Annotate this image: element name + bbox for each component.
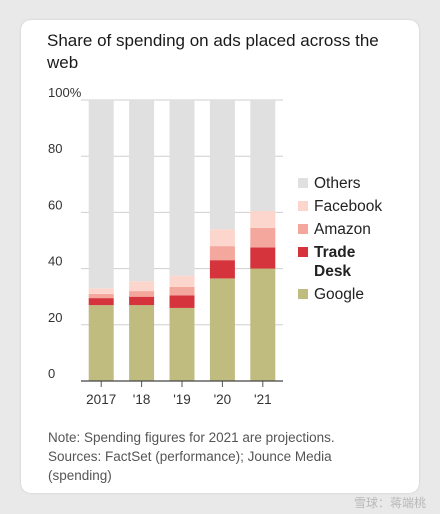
legend-swatch bbox=[298, 201, 308, 211]
bar-segment-google bbox=[250, 268, 276, 381]
legend-item: Others bbox=[298, 174, 416, 193]
legend-label: Trade Desk bbox=[314, 244, 356, 280]
y-tick-label: 60 bbox=[48, 197, 62, 212]
sources-line-2: (spending) bbox=[48, 468, 112, 483]
bar-segment-trade-desk bbox=[250, 247, 276, 269]
bar-segment-others bbox=[209, 100, 235, 230]
legend-label: Facebook bbox=[314, 198, 383, 215]
legend-item: Google bbox=[298, 285, 416, 304]
bar-segment-others bbox=[250, 100, 276, 211]
legend-swatch bbox=[298, 178, 308, 188]
watermark: 雪球：蒋端桃 bbox=[353, 496, 426, 510]
y-tick-label: 0 bbox=[48, 366, 55, 381]
chart-note: Note: Spending figures for 2021 are proj… bbox=[48, 428, 398, 485]
y-tick-label: 80 bbox=[48, 141, 62, 156]
legend-swatch bbox=[298, 224, 308, 234]
bar-segment-facebook bbox=[129, 281, 155, 292]
bar-segment-google bbox=[209, 278, 235, 381]
bar-segment-facebook bbox=[209, 229, 235, 247]
bar-segment-facebook bbox=[250, 210, 276, 228]
bar-segment-trade-desk bbox=[209, 260, 235, 279]
chart-legend: Others Facebook Amazon Trade Desk Google bbox=[298, 174, 416, 308]
legend-item: Trade Desk bbox=[298, 243, 416, 281]
x-tick-label: 2017 bbox=[86, 392, 116, 407]
bar-segment-facebook bbox=[88, 288, 114, 294]
y-tick-label: 100% bbox=[48, 85, 82, 100]
bar-segment-google bbox=[129, 305, 155, 381]
legend-swatch bbox=[298, 247, 308, 257]
x-tick-label: '19 bbox=[173, 392, 191, 407]
bar-segment-amazon bbox=[169, 286, 195, 296]
stacked-bar-chart: 0 20 40 60 80 100% 2017 '18 '19 '20 '21 bbox=[48, 85, 283, 407]
bar-segment-trade-desk bbox=[129, 296, 155, 306]
bar-segment-google bbox=[88, 305, 114, 381]
y-tick-label: 20 bbox=[48, 310, 62, 325]
sources-line-1: Sources: FactSet (performance); Jounce M… bbox=[48, 449, 332, 464]
legend-label: Google bbox=[314, 286, 364, 303]
bar-segment-trade-desk bbox=[169, 295, 195, 308]
bar-segment-trade-desk bbox=[88, 298, 114, 306]
bar-segment-amazon bbox=[88, 293, 114, 299]
bar-segment-others bbox=[129, 100, 155, 282]
chart-card: Share of spending on ads placed across t… bbox=[21, 20, 419, 493]
x-tick-label: '21 bbox=[254, 392, 272, 407]
legend-label: Amazon bbox=[314, 221, 371, 238]
bar-segment-google bbox=[169, 307, 195, 381]
bar-segment-amazon bbox=[129, 291, 155, 297]
x-tick-label: '18 bbox=[133, 392, 151, 407]
x-tick-label: '20 bbox=[214, 392, 232, 407]
legend-swatch bbox=[298, 289, 308, 299]
bar-segment-facebook bbox=[169, 275, 195, 287]
legend-label: Others bbox=[314, 175, 361, 192]
legend-item: Amazon bbox=[298, 220, 416, 239]
chart-title: Share of spending on ads placed across t… bbox=[47, 31, 379, 72]
y-tick-label: 40 bbox=[48, 254, 62, 269]
bar-segment-others bbox=[169, 100, 195, 276]
bar-segment-amazon bbox=[209, 246, 235, 261]
note-line-1: Note: Spending figures for 2021 are proj… bbox=[48, 430, 335, 445]
legend-item: Facebook bbox=[298, 197, 416, 216]
bar-segment-amazon bbox=[250, 227, 276, 248]
bar-segment-others bbox=[88, 100, 114, 289]
